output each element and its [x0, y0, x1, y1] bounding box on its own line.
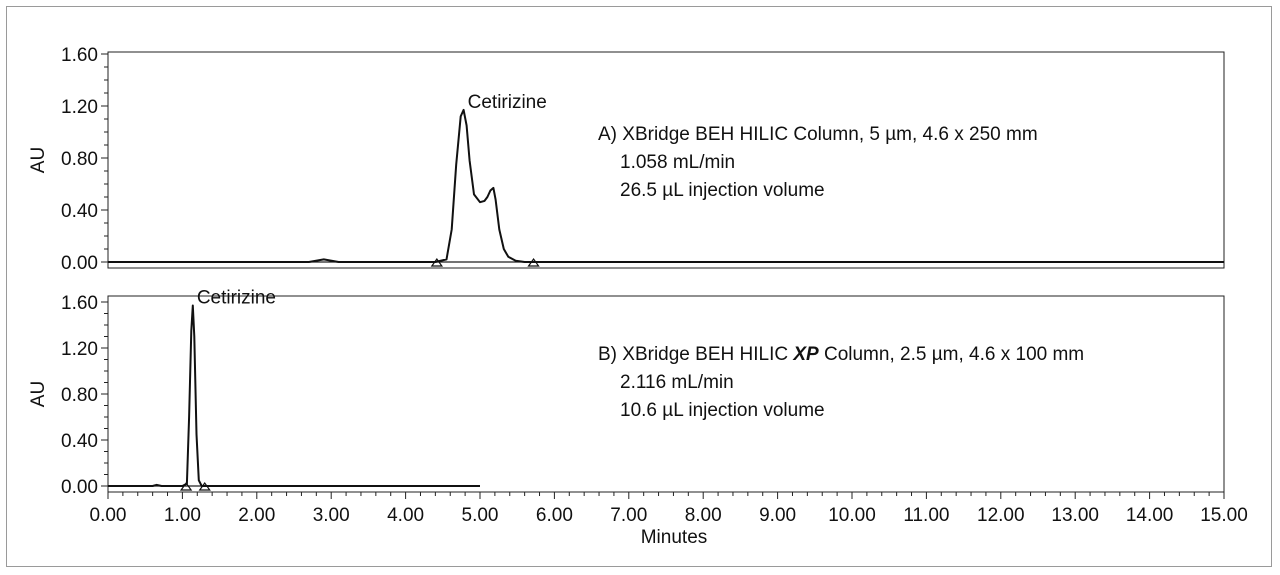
y-tick-label: 0.00 [61, 253, 98, 274]
annotation-text: B) XBridge BEH HILIC [598, 344, 793, 365]
integration-marker [179, 481, 193, 491]
annotation-emphasis: XP [792, 344, 819, 365]
y-axis-label: AU [28, 147, 49, 173]
x-tick-label: 4.00 [387, 505, 424, 526]
x-tick-label: 9.00 [759, 505, 796, 526]
panel-b: 0.00 0.40 0.80 1.20 1.60 AU Cetirizine B) XBrid… [28, 287, 1225, 498]
annotation-text: 1.058 mL/min [620, 152, 735, 173]
x-axis-label: Minutes [641, 527, 708, 548]
x-tick-label: 5.00 [462, 505, 499, 526]
annotation-text: 10.6 µL injection volume [620, 400, 825, 421]
annotation-text: A) XBridge BEH HILIC Column, 5 µm, 4.6 x… [598, 124, 1038, 145]
integration-marker [198, 481, 211, 491]
plot-area [107, 51, 1225, 269]
x-tick-label: 6.00 [536, 505, 573, 526]
method-title: A) XBridge BEH HILIC Column, 5 µm, 4.6 x… [598, 124, 1038, 145]
method-detail: 2.116 mL/min [620, 372, 734, 393]
integration-marker [527, 257, 540, 267]
method-detail: 1.058 mL/min [620, 152, 735, 173]
y-tick-label: 1.60 [61, 45, 98, 66]
x-tick-label: 11.00 [903, 505, 949, 526]
x-tick-label: 0.00 [90, 505, 127, 526]
x-tick-label: 10.00 [828, 505, 876, 526]
plot-area [107, 295, 1225, 493]
x-tick-label: 2.00 [238, 505, 275, 526]
peak-label: Cetirizine [468, 92, 547, 113]
x-axis: 0.00 1.00 2.00 3.00 4.00 5.00 6.00 7.00 8.00 9.00… [90, 492, 1248, 548]
x-tick-label: 7.00 [610, 505, 647, 526]
chromatogram-trace [108, 108, 1224, 263]
peak-label: Cetirizine [197, 287, 276, 308]
annotation-text: Column, 2.5 µm, 4.6 x 100 mm [819, 344, 1084, 365]
method-title: B) XBridge BEH HILIC XP Column, 2.5 µm, … [598, 344, 1084, 365]
y-tick-label: 1.20 [61, 97, 98, 118]
annotation-text: 2.116 mL/min [620, 372, 734, 393]
x-tick-label: 12.00 [977, 505, 1025, 526]
y-tick-label: 1.60 [61, 293, 98, 314]
chromatogram-trace [108, 304, 480, 487]
y-tick-label: 0.80 [61, 385, 98, 406]
y-axis-label: AU [28, 381, 49, 407]
x-tick-label: 8.00 [685, 505, 722, 526]
integration-marker [430, 257, 444, 267]
y-tick-label: 1.20 [61, 339, 98, 360]
x-tick-label: 1.00 [164, 505, 201, 526]
annotation-text: 26.5 µL injection volume [620, 180, 825, 201]
x-tick-label: 13.00 [1051, 505, 1099, 526]
y-tick-label: 0.80 [61, 149, 98, 170]
method-detail: 26.5 µL injection volume [620, 180, 825, 201]
x-tick-label: 14.00 [1126, 505, 1174, 526]
y-tick-label: 0.40 [61, 201, 98, 222]
x-tick-label: 3.00 [313, 505, 350, 526]
panel-a: 0.00 0.40 0.80 1.20 1.60 AU Cetirizine A) XBrid… [28, 45, 1225, 274]
y-tick-label: 0.40 [61, 431, 98, 452]
chart-frame [6, 6, 1272, 567]
x-tick-label: 15.00 [1200, 505, 1248, 526]
y-tick-label: 0.00 [61, 477, 98, 498]
method-detail: 10.6 µL injection volume [620, 400, 825, 421]
